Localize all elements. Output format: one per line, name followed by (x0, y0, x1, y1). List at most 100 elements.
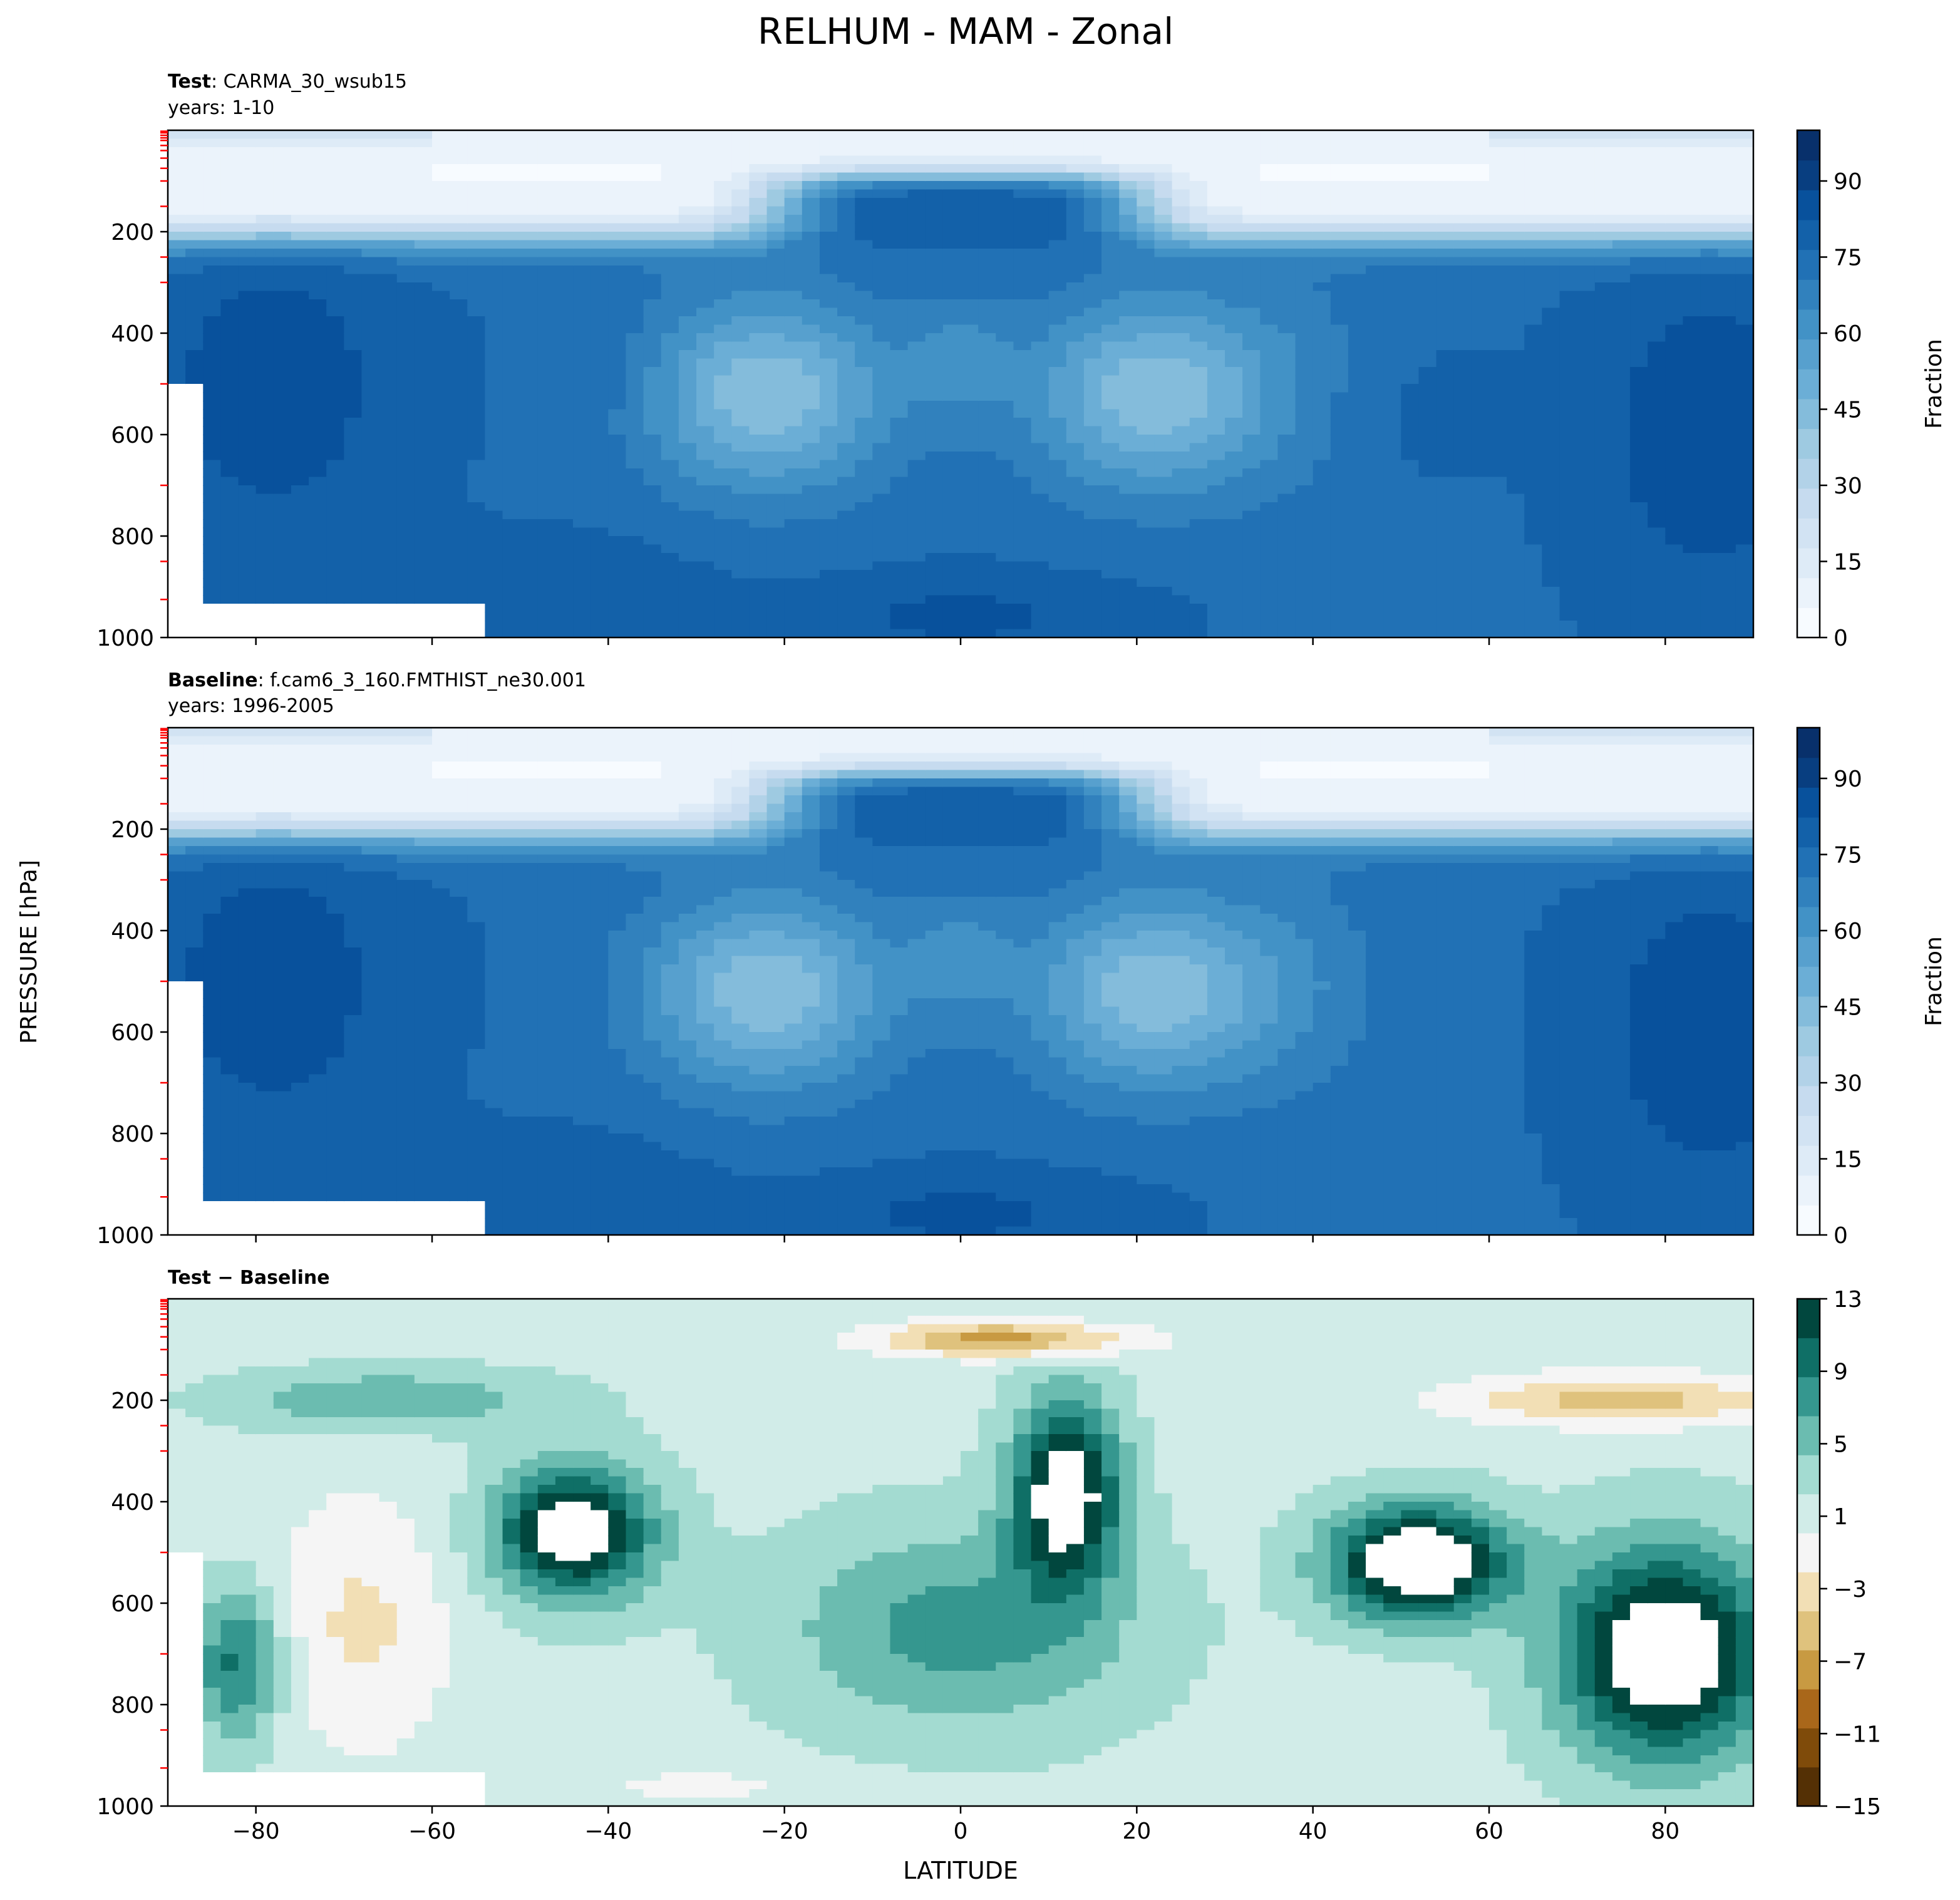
field-cell (1313, 621, 1331, 630)
field-cell (855, 452, 874, 461)
field-cell (1418, 384, 1437, 393)
field-cell (1119, 147, 1138, 157)
field-cell (432, 367, 450, 376)
field-cell (291, 232, 309, 241)
field-cell (379, 358, 398, 368)
field-cell (714, 358, 733, 368)
field-cell (784, 274, 803, 283)
field-cell (1594, 189, 1613, 199)
field-cell (432, 232, 450, 241)
field-cell (520, 510, 539, 520)
field-cell (432, 392, 450, 401)
field-cell (714, 164, 733, 173)
field-cell (1242, 291, 1261, 300)
field-cell (537, 147, 556, 157)
field-cell (1225, 418, 1243, 427)
field-cell (309, 519, 327, 529)
field-cell (502, 629, 521, 638)
field-cell (1083, 409, 1102, 418)
field-cell (1066, 358, 1085, 368)
field-cell (467, 502, 486, 512)
field-cell (1119, 401, 1138, 410)
field-cell (1066, 392, 1085, 401)
field-cell (1313, 435, 1331, 444)
field-cell (661, 401, 679, 410)
field-cell (220, 587, 239, 596)
field-cell (608, 426, 627, 435)
field-cell (1436, 358, 1455, 368)
field-cell (1189, 468, 1208, 478)
field-cell (890, 172, 909, 182)
field-cell (203, 452, 222, 461)
field-cell (203, 333, 222, 343)
field-cell (168, 316, 186, 326)
field-cell (643, 510, 662, 520)
field-cell (1313, 172, 1331, 182)
field-cell (1048, 384, 1067, 393)
field-cell (942, 570, 961, 579)
field-cell (872, 138, 891, 148)
field-cell (450, 189, 468, 199)
field-cell (1542, 257, 1560, 266)
field-cell (1101, 401, 1120, 410)
field-cell (467, 274, 486, 283)
field-cell (819, 350, 838, 359)
field-cell (1225, 612, 1243, 621)
field-cell (837, 485, 855, 495)
field-cell (942, 155, 961, 165)
field-cell (872, 578, 891, 587)
field-cell (1559, 578, 1578, 587)
field-cell (731, 493, 750, 503)
field-cell (802, 570, 820, 579)
field-cell (291, 249, 309, 258)
field-cell (1507, 595, 1525, 604)
field-cell (731, 350, 750, 359)
field-cell (1366, 570, 1384, 579)
field-cell (1366, 367, 1384, 376)
field-cell (220, 595, 239, 604)
field-cell (291, 595, 309, 604)
field-cell (1207, 570, 1225, 579)
field-cell (1119, 426, 1138, 435)
field-cell (1559, 138, 1578, 148)
field-cell (185, 333, 204, 343)
field-cell (1295, 155, 1314, 165)
field-cell (872, 477, 891, 486)
field-cell (520, 493, 539, 503)
field-cell (1330, 519, 1349, 529)
field-cell (414, 324, 433, 334)
field-cell (1507, 544, 1525, 554)
field-cell (714, 468, 733, 478)
field-cell (432, 587, 450, 596)
field-cell (961, 307, 979, 317)
field-cell (309, 155, 327, 165)
field-cell (1048, 418, 1067, 427)
field-cell (1577, 468, 1596, 478)
field-cell (1260, 189, 1279, 199)
field-cell (1154, 164, 1173, 173)
field-cell (220, 155, 239, 165)
field-cell (872, 570, 891, 579)
field-cell (766, 612, 785, 621)
field-cell (591, 316, 609, 326)
field-cell (1154, 291, 1173, 300)
field-cell (1154, 181, 1173, 190)
field-cell (238, 223, 257, 232)
field-cell (766, 138, 785, 148)
field-cell (1048, 266, 1067, 275)
field-cell (1348, 333, 1366, 343)
field-cell (749, 291, 768, 300)
field-cell (942, 257, 961, 266)
field-cell (1418, 341, 1437, 351)
field-cell (837, 299, 855, 309)
field-cell (1383, 595, 1402, 604)
field-cell (1401, 257, 1420, 266)
field-cell (1577, 384, 1596, 393)
field-cell (1383, 527, 1402, 537)
field-cell (203, 426, 222, 435)
field-cell (537, 536, 556, 545)
field-cell (1489, 266, 1507, 275)
field-cell (661, 358, 679, 368)
field-cell (1242, 324, 1261, 334)
field-cell (379, 291, 398, 300)
